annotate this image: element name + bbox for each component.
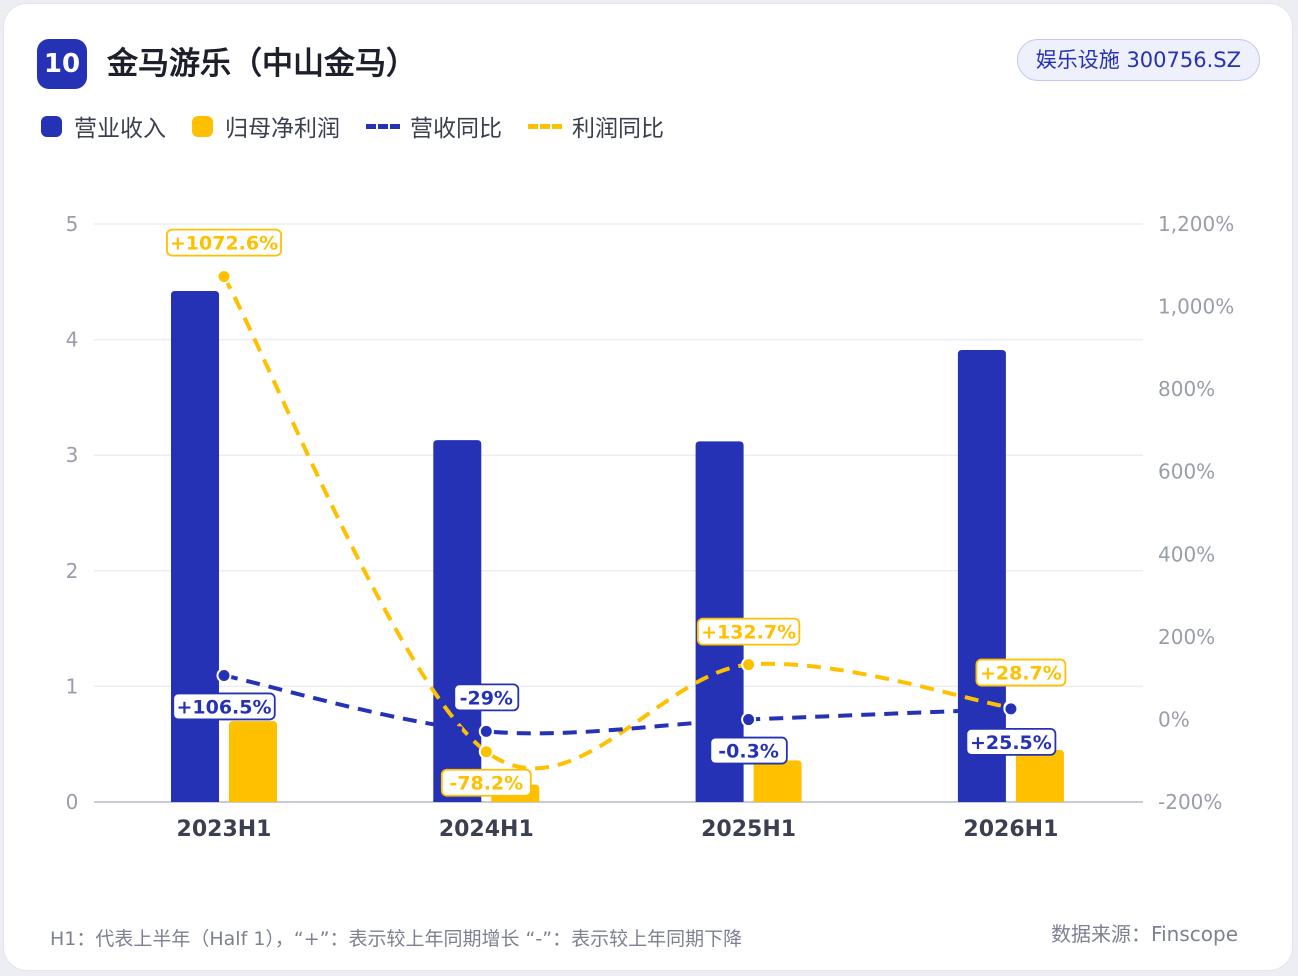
legend-profit-yoy-swatch	[528, 123, 562, 129]
profit-yoy-label: -78.2%	[449, 773, 523, 795]
revenue-yoy-line	[223, 673, 1011, 736]
revenue-yoy-label: +25.5%	[970, 732, 1052, 754]
revenue-yoy-point	[1003, 701, 1019, 717]
y-left-tick-label: 0	[66, 790, 79, 814]
legend-profit-yoy[interactable]: 利润同比	[528, 109, 664, 143]
profit-bar	[229, 721, 277, 802]
y-left-tick-label: 4	[66, 328, 79, 352]
revenue-yoy-point	[216, 667, 232, 683]
legend-rev-yoy-swatch	[366, 123, 400, 129]
y-right-tick-label: 600%	[1158, 460, 1215, 484]
legend-profit-swatch	[192, 115, 213, 137]
rank-badge: 10	[37, 39, 87, 89]
legend-revenue-swatch	[41, 115, 62, 137]
profit-yoy-label-box	[696, 617, 801, 646]
y-left-tick-label: 2	[66, 559, 79, 583]
x-tick-label: 2023H1	[177, 817, 272, 842]
footnote: H1：代表上半年（Half 1），“+”：表示较上年同期增长 “-”：表示较上年…	[50, 928, 743, 950]
revenue-yoy-label-box	[965, 728, 1057, 756]
y-left-tick-label: 3	[66, 443, 79, 467]
profit-yoy-point	[741, 657, 757, 673]
revenue-bar	[957, 350, 1006, 802]
y-left-tick-label: 5	[66, 212, 79, 236]
legend-profit-yoy-label: 利润同比	[572, 116, 664, 142]
page-title: 金马游乐（中山金马）	[107, 46, 417, 82]
y-right-tick-label: 400%	[1158, 542, 1215, 566]
revenue-bar	[171, 291, 219, 802]
y-right-tick-label: 200%	[1158, 625, 1215, 649]
profit-yoy-line	[222, 275, 1012, 771]
profit-bar	[1015, 749, 1064, 802]
legend-revenue[interactable]: 营业收入	[41, 109, 166, 143]
chart-legend: 营业收入 归母净利润 营收同比 利润同比	[41, 109, 690, 143]
profit-yoy-label: +28.7%	[980, 663, 1062, 685]
y-right-tick-label: 0%	[1158, 707, 1190, 731]
profit-yoy-point	[478, 744, 494, 760]
legend-revenue-label: 营业收入	[74, 116, 166, 142]
y-left-tick-label: 1	[66, 674, 79, 698]
y-right-tick-label: 800%	[1158, 377, 1215, 401]
profit-yoy-label: +132.7%	[701, 622, 796, 644]
x-tick-label: 2024H1	[439, 817, 534, 842]
revenue-yoy-label-box	[172, 692, 276, 721]
profit-yoy-label: +1072.6%	[170, 233, 278, 255]
y-right-tick-label: -200%	[1158, 790, 1222, 814]
y-right-tick-label: 1,000%	[1158, 295, 1234, 319]
legend-rev-yoy-label: 营收同比	[410, 116, 502, 142]
revenue-yoy-label-box	[453, 683, 520, 712]
revenue-yoy-point	[741, 712, 757, 728]
legend-profit-label: 归母净利润	[225, 116, 340, 142]
revenue-bar	[433, 440, 482, 802]
profit-bar	[753, 760, 802, 802]
profit-yoy-point	[216, 269, 232, 285]
revenue-yoy-label: +106.5%	[176, 696, 271, 718]
x-tick-label: 2025H1	[701, 817, 796, 842]
revenue-yoy-point	[478, 723, 494, 739]
profit-yoy-label-box	[975, 658, 1067, 687]
x-tick-label: 2026H1	[963, 817, 1058, 842]
data-source: 数据来源：Finscope	[1051, 922, 1238, 946]
legend-rev-yoy[interactable]: 营收同比	[366, 109, 502, 143]
profit-yoy-label-box	[440, 768, 532, 797]
legend-profit[interactable]: 归母净利润	[192, 109, 340, 143]
revenue-yoy-label-box	[709, 736, 788, 765]
y-right-tick-label: 1,200%	[1158, 212, 1234, 236]
profit-yoy-label-box	[166, 228, 282, 257]
revenue-yoy-label: -0.3%	[718, 741, 779, 763]
revenue-yoy-label: -29%	[460, 687, 513, 709]
industry-tag: 娱乐设施 300756.SZ	[1016, 39, 1260, 81]
